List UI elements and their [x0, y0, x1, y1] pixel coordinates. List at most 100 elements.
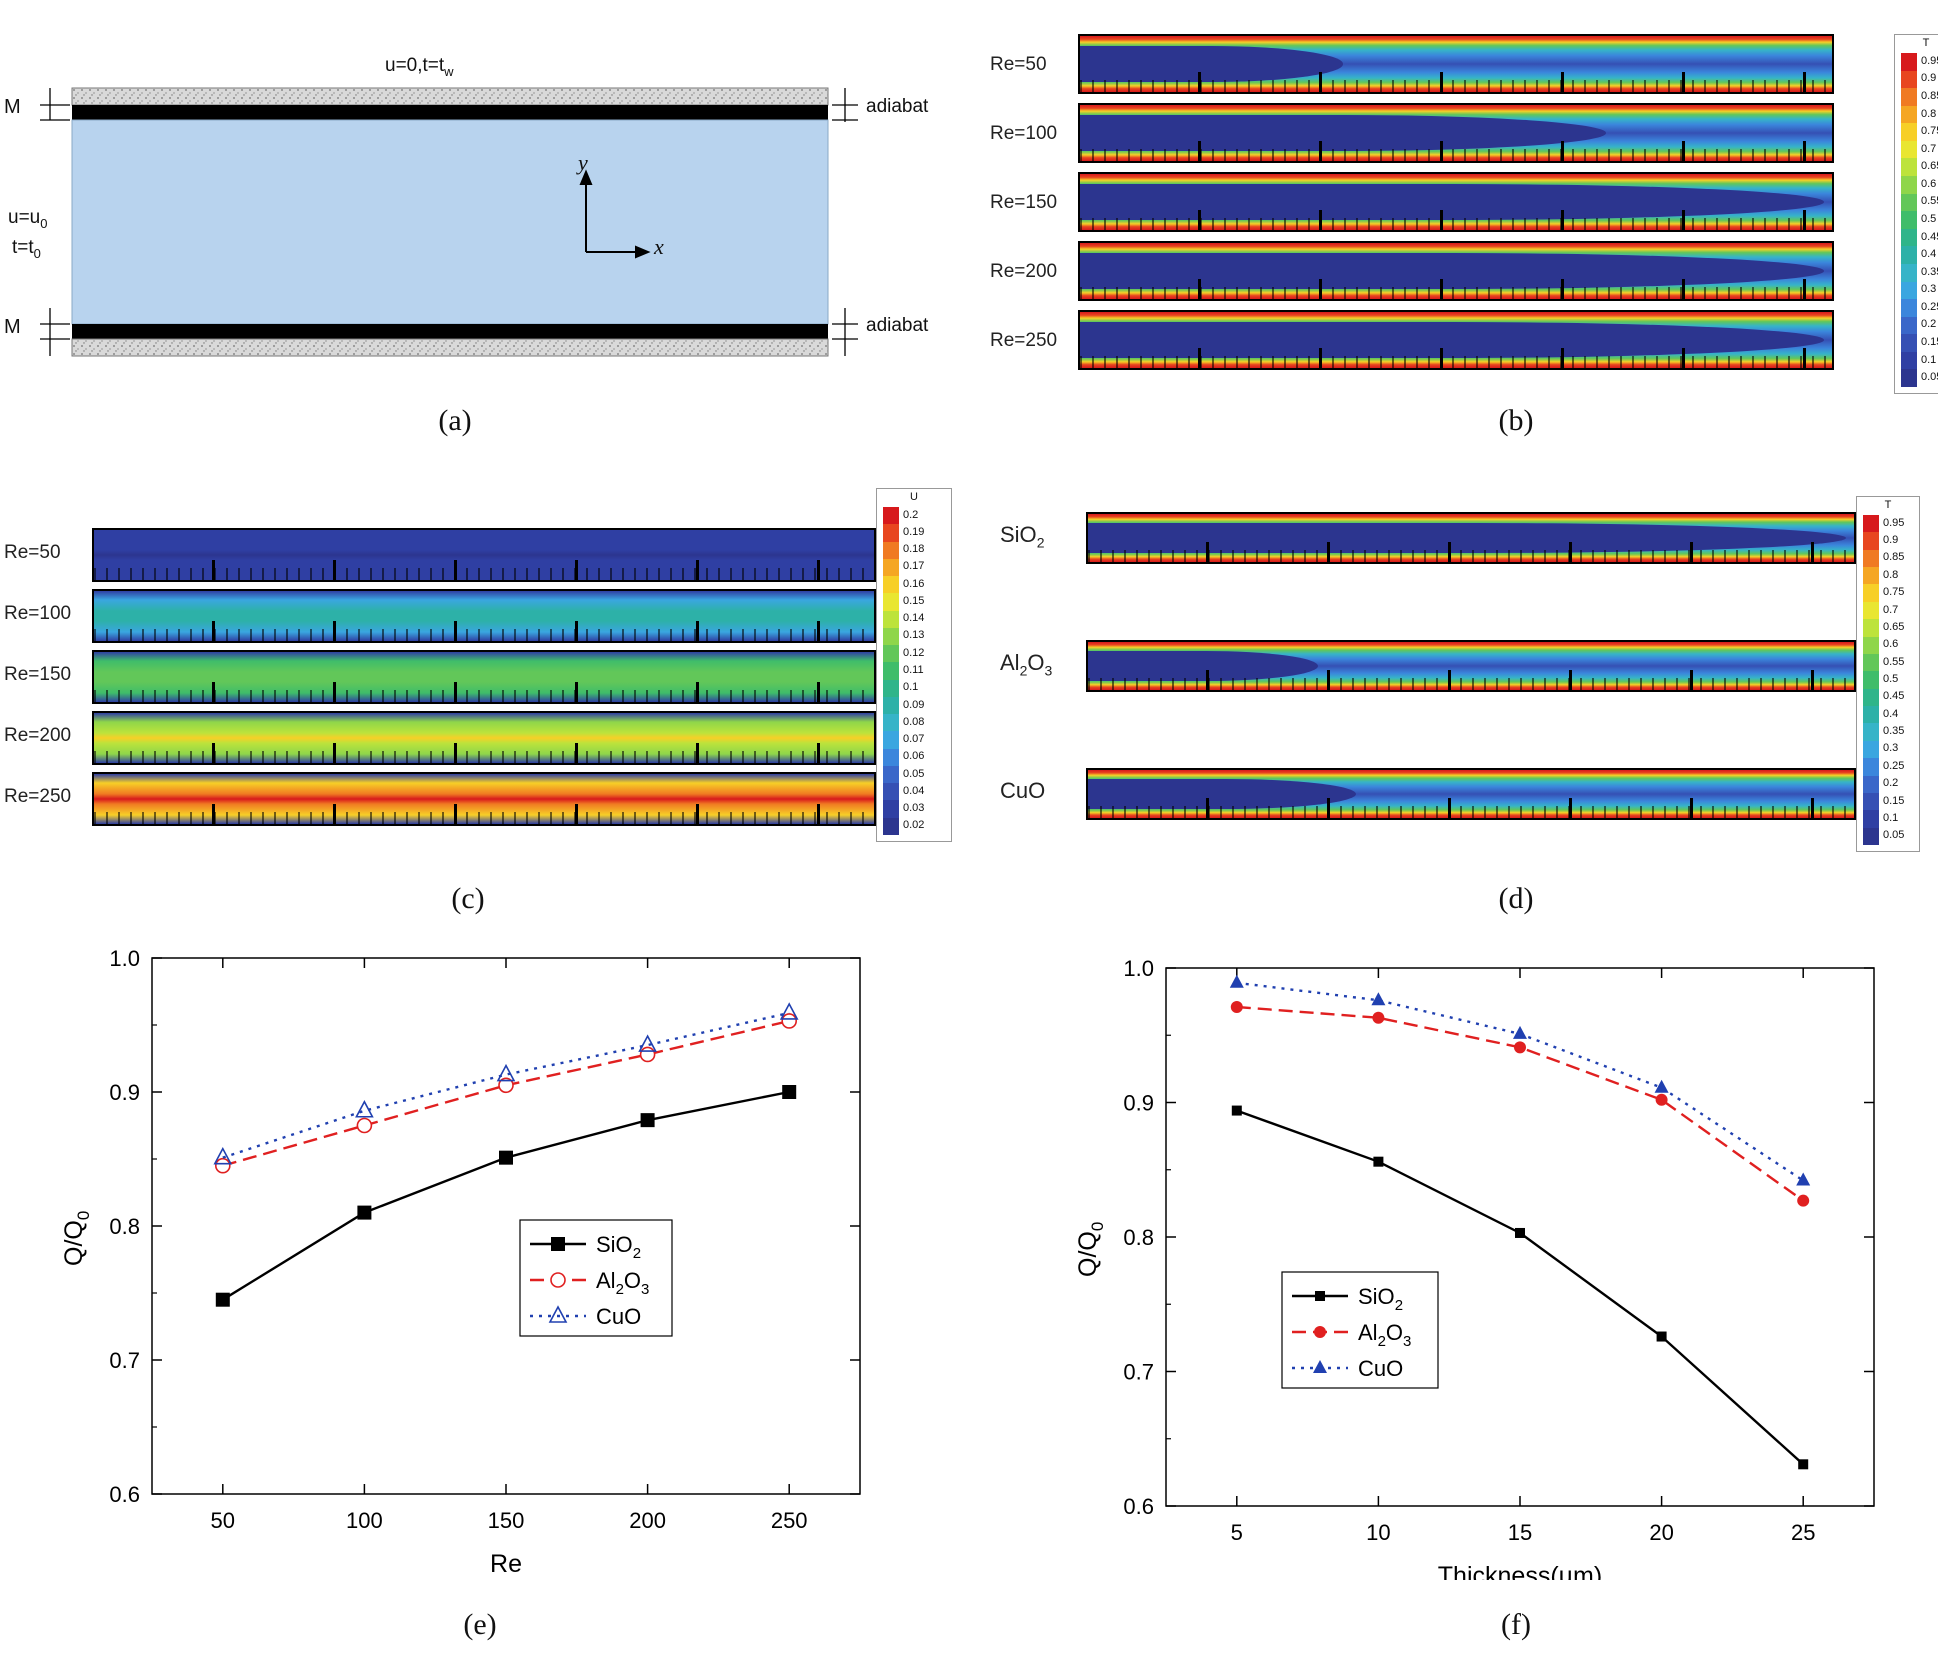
contour-strip	[1086, 640, 1856, 692]
axis-x-label: x	[654, 234, 664, 259]
colorbar-level-label: 0.18	[903, 543, 925, 556]
panel-d-material-contours: SiO2 Al2O3 CuO T 0.95 0.9 0.85 0.8 0.75 0.7 0.65…	[990, 494, 1938, 874]
data-point-marker	[215, 1292, 230, 1307]
colorbar-level-label: 0.1	[903, 681, 919, 694]
colorbar-swatch	[1901, 263, 1917, 282]
row-label-re: Re=200	[4, 725, 72, 746]
colorbar-swatch	[883, 662, 899, 680]
colorbar-swatch	[1863, 549, 1879, 568]
velocity-strip	[92, 650, 876, 704]
colorbar-swatch	[1863, 584, 1879, 602]
panel-b-colorbar: T 0.95 0.9 0.85 0.8 0.75 0.7 0.65 0.6 0.55 0.5 0.4…	[1894, 34, 1938, 394]
strip-major-ticks	[1088, 542, 1854, 562]
data-point-marker	[356, 1117, 373, 1134]
colorbar-level-label: 0.2	[1921, 318, 1937, 331]
strip-major-ticks	[1080, 348, 1832, 368]
data-point-marker	[1654, 1079, 1669, 1093]
x-axis-label: Re	[490, 1550, 522, 1578]
strip-major-ticks	[1080, 141, 1832, 161]
material-label: Al2O3	[1000, 650, 1053, 679]
x-tick-label: 25	[1791, 1520, 1815, 1545]
colorbar-swatch	[1901, 281, 1917, 300]
strip-major-ticks	[94, 743, 874, 763]
colorbar-level-label: 0.55	[1921, 195, 1938, 208]
colorbar-swatch	[1901, 211, 1917, 229]
panel-b-temperature-contours: Re=50 Re=100 Re=150 Re=200 Re=250 T 0.95 0.9 0…	[970, 0, 1938, 400]
colorbar-swatch	[883, 541, 899, 559]
colorbar-level-label: 0.08	[903, 715, 925, 728]
m-dimension-top	[40, 88, 70, 121]
colorbar-level-label: 0.05	[1883, 829, 1905, 842]
series-line	[222, 1011, 790, 1159]
colorbar-swatch	[1863, 619, 1879, 637]
row-label-re: Re=150	[4, 664, 72, 685]
strip-major-ticks	[94, 804, 874, 824]
colorbar-swatch	[1901, 158, 1917, 177]
inlet-temperature-label: t=t0	[12, 237, 41, 261]
axis-y-label: y	[578, 150, 588, 175]
colorbar-level-label: 0.95	[1921, 54, 1938, 67]
colorbar-swatch	[1901, 123, 1917, 141]
colorbar-level-label: 0.5	[1883, 673, 1899, 685]
data-point-marker	[213, 1146, 233, 1165]
colorbar-swatch	[883, 627, 899, 646]
colorbar-swatch	[1863, 636, 1879, 654]
y-tick-label: 0.6	[109, 1482, 140, 1507]
colorbar-level-label: 0.09	[903, 698, 925, 711]
contour-strip	[1086, 768, 1856, 820]
contour-strip	[1078, 241, 1834, 301]
colorbar-swatch	[883, 817, 899, 835]
x-tick-label: 5	[1231, 1520, 1243, 1545]
colorbar-level-label: 0.7	[1883, 603, 1899, 616]
colorbar-level-label: 0.17	[903, 560, 925, 573]
adiabat-label-top: adiabat	[866, 96, 929, 117]
legend-box	[519, 1219, 673, 1337]
y-tick-label: 1.0	[109, 946, 140, 971]
caption-b: (b)	[1498, 404, 1534, 437]
chart-f: 0.6 0.7 0.8 0.9 1.0 5 10 15 20 25 Thickness(µm) Q/Q…	[1074, 956, 1875, 1580]
row-label-re: Re=200	[990, 261, 1058, 282]
colorbar-swatch	[1863, 671, 1879, 689]
data-point-marker	[639, 1046, 656, 1063]
colorbar-level-label: 0.11	[903, 664, 924, 676]
colorbar-swatch	[1863, 810, 1879, 828]
colorbar-swatch	[1901, 53, 1917, 71]
m-dimension-bottom	[40, 308, 70, 356]
colorbar-level-label: 0.1	[1921, 353, 1937, 366]
y-tick-label: 0.9	[109, 1080, 140, 1105]
colorbar-swatch	[1863, 515, 1879, 533]
colorbar-level-label: 0.3	[1921, 283, 1937, 296]
colorbar-swatch	[883, 593, 899, 611]
data-point-marker	[638, 1034, 657, 1052]
plot-frame	[151, 957, 861, 1495]
x-tick-label: 20	[1649, 1520, 1673, 1545]
data-point-marker	[550, 1272, 566, 1288]
colorbar-level-label: 0.25	[1921, 300, 1938, 313]
colorbar-level-label: 0.4	[1883, 707, 1899, 720]
row-label-re: Re=250	[4, 786, 72, 807]
strip-major-ticks	[1080, 279, 1832, 299]
colorbar-level-label: 0.05	[1921, 371, 1938, 384]
colorbar-swatch	[1863, 601, 1879, 620]
contour-strip	[1078, 103, 1834, 163]
adiabat-marker-bottom	[832, 308, 858, 356]
coordinate-axes	[579, 169, 651, 259]
colorbar-swatch	[883, 507, 899, 525]
caption-e: (e)	[463, 1608, 497, 1641]
top-boundary-condition: u=0,t=tw	[385, 55, 454, 79]
chart-e: 0.6 0.7 0.8 0.9 1.0 50 100 150 200 250 Re Q/Q0 SiO2 A…	[60, 946, 861, 1578]
colorbar-level-label: 0.15	[1883, 794, 1905, 807]
colorbar-level-label: 0.75	[1921, 125, 1938, 138]
data-point-marker	[1231, 1105, 1242, 1116]
colorbar-level-label: 0.4	[1921, 248, 1937, 261]
x-tick-label: 100	[346, 1508, 383, 1533]
y-tick-label: 1.0	[1123, 956, 1154, 981]
colorbar-swatch	[1863, 567, 1879, 585]
legend-label: SiO2	[1358, 1284, 1403, 1314]
data-point-marker	[496, 1063, 516, 1082]
x-axis-label: Thickness(µm)	[1438, 1562, 1602, 1580]
row-label-re: Re=50	[4, 542, 61, 563]
legend-box	[1281, 1271, 1439, 1389]
strip-major-ticks	[1080, 210, 1832, 230]
colorbar-swatch	[883, 645, 899, 663]
